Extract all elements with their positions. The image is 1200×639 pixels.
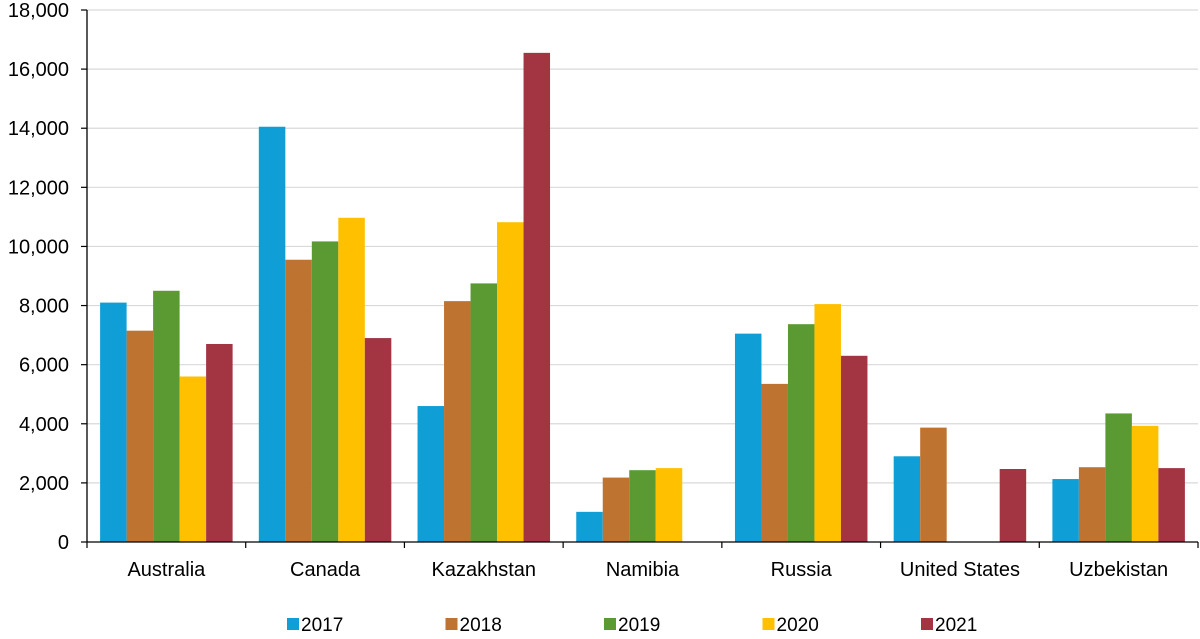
bar-2020-canada	[338, 217, 365, 542]
legend-item-2017: 2017	[287, 615, 343, 636]
bar-2021-united-states	[999, 469, 1027, 542]
bar-2021-canada	[364, 338, 392, 542]
legend: 2017 2018 2019 2020 2021	[287, 615, 977, 636]
legend-label: 2017	[301, 615, 343, 636]
legend-label: 2018	[460, 615, 502, 636]
x-category-label: Russia	[771, 559, 833, 581]
bar-2019-australia	[153, 290, 180, 542]
bar-2021-uzbekistan	[1158, 468, 1185, 542]
bar-2017-russia	[734, 333, 762, 542]
bar-2020-uzbekistan	[1131, 425, 1159, 542]
bar-2020-kazakhstan	[497, 222, 524, 542]
bars	[100, 52, 1185, 543]
bar-2017-united-states	[893, 456, 921, 542]
y-tick-label: 14,000	[8, 118, 69, 140]
x-axis-labels: Australia Canada Kazakhstan Namibia Russia Un…	[127, 559, 1168, 581]
bar-2018-uzbekistan	[1078, 467, 1106, 542]
legend-swatch	[604, 618, 616, 630]
x-category-label: Kazakhstan	[432, 559, 537, 581]
bar-2019-uzbekistan	[1105, 413, 1132, 542]
legend-item-2019: 2019	[604, 615, 660, 636]
bar-2017-kazakhstan	[417, 406, 445, 542]
y-tick-label: 4,000	[19, 414, 69, 436]
bar-2018-canada	[285, 259, 312, 542]
y-tick-label: 2,000	[19, 473, 69, 495]
bar-2021-russia	[840, 355, 868, 542]
y-tick-label: 18,000	[8, 0, 69, 22]
legend-swatch	[762, 618, 775, 630]
x-category-label: Uzbekistan	[1069, 559, 1168, 581]
legend-swatch	[287, 618, 299, 630]
y-tick-label: 10,000	[8, 236, 69, 258]
y-tick-label: 6,000	[19, 355, 69, 377]
bar-2021-kazakhstan	[523, 52, 551, 543]
y-tick-label: 0	[58, 532, 69, 554]
legend-item-2021: 2021	[921, 615, 977, 636]
bar-2019-russia	[787, 324, 815, 542]
bar-2017-canada	[258, 126, 286, 543]
bar-2020-australia	[179, 376, 207, 542]
legend-label: 2020	[777, 615, 819, 636]
legend-item-2020: 2020	[762, 615, 819, 636]
legend-label: 2019	[618, 615, 660, 636]
bar-2020-russia	[814, 304, 841, 542]
x-category-label: United States	[900, 559, 1020, 581]
bar-2018-united-states	[920, 427, 947, 542]
axes	[86, 10, 1199, 548]
legend-label: 2021	[935, 615, 977, 636]
bar-2020-namibia	[655, 468, 683, 542]
bar-2017-uzbekistan	[1052, 479, 1079, 542]
x-category-label: Australia	[127, 559, 206, 581]
x-category-label: Canada	[290, 559, 361, 581]
bar-2019-namibia	[629, 470, 656, 542]
bar-2017-namibia	[576, 511, 603, 542]
y-tick-label: 8,000	[19, 296, 69, 318]
gridlines	[87, 9, 1198, 484]
y-axis-ticks: 0 2,000 4,000 6,000 8,000 10,000 12,000 14,000 1…	[8, 0, 87, 554]
bar-2018-kazakhstan	[444, 301, 471, 542]
bar-2018-namibia	[602, 477, 630, 542]
bar-2018-russia	[761, 383, 788, 542]
legend-swatch	[445, 618, 458, 630]
bar-2021-australia	[206, 343, 233, 542]
legend-item-2018: 2018	[445, 615, 502, 636]
x-category-label: Namibia	[606, 559, 680, 581]
y-tick-label: 16,000	[8, 59, 69, 81]
bar-2019-canada	[311, 241, 339, 543]
bar-2019-kazakhstan	[470, 283, 498, 542]
legend-swatch	[921, 618, 933, 630]
bar-2017-australia	[100, 302, 127, 542]
bar-2018-australia	[126, 330, 154, 542]
y-tick-label: 12,000	[8, 177, 69, 199]
